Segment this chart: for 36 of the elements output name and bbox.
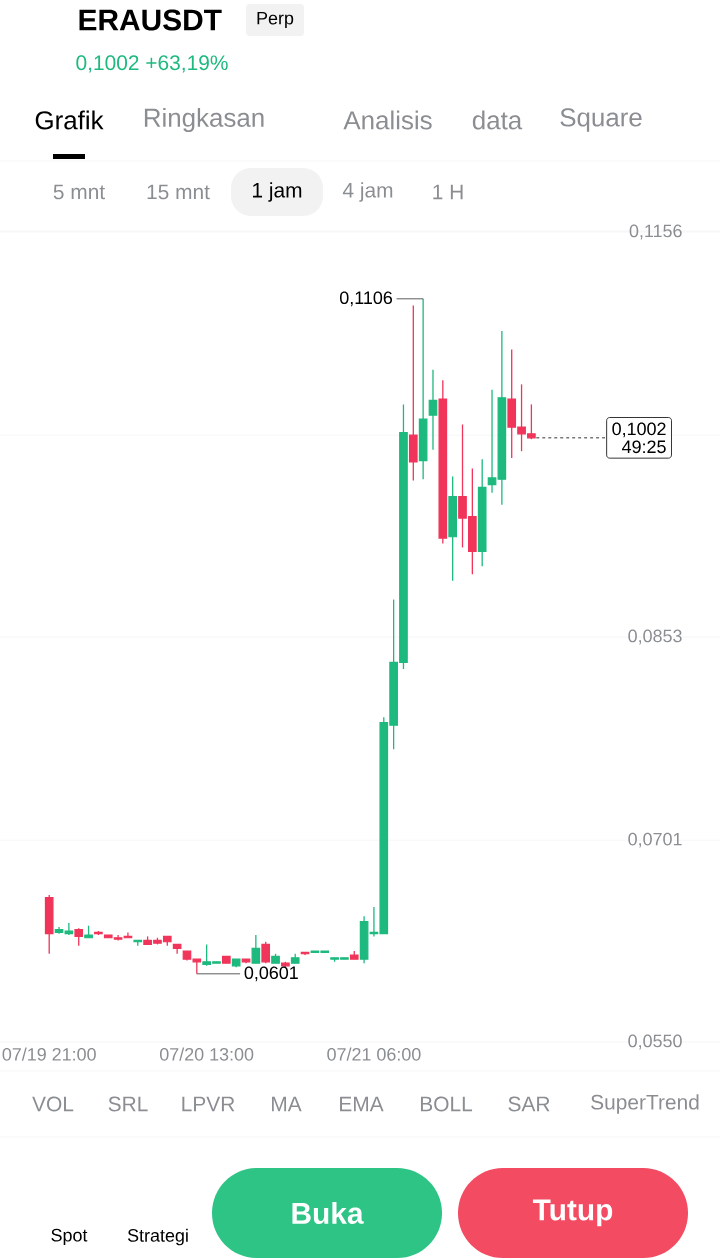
annotation: 49:25 <box>622 440 666 454</box>
text: Square <box>560 108 642 132</box>
text: VOL <box>32 1096 74 1112</box>
text: EMA <box>340 1096 384 1112</box>
y-tick-label: 0,0853 <box>628 629 682 645</box>
text: SRL <box>108 1096 148 1112</box>
text: Tutup <box>532 1199 613 1227</box>
text: 5 mnt <box>53 184 105 200</box>
text: Grafik <box>35 110 104 130</box>
text: SAR <box>508 1096 550 1112</box>
text: Strategi <box>127 1228 188 1246</box>
text: LPVR <box>182 1096 235 1112</box>
chart-subtitle: 0,1002 +63,19% <box>76 55 228 73</box>
y-tick-label: 0,0701 <box>628 832 682 848</box>
text: Spot <box>51 1228 88 1246</box>
text: Analisis <box>343 110 432 130</box>
annotation: 0,0601 <box>244 966 298 982</box>
chart-title: ERAUSDT <box>79 9 222 31</box>
x-tick-label: 07/21 06:00 <box>327 1047 421 1061</box>
text: BOLL <box>420 1096 473 1112</box>
x-tick-label: 07/19 21:00 <box>2 1047 96 1061</box>
text: Buka <box>292 1202 364 1224</box>
text: 1 jam <box>253 182 302 202</box>
text: data <box>472 110 523 130</box>
ref-line-label: 0,1002 <box>612 422 666 438</box>
text: 4 jam <box>342 182 393 202</box>
text: Perp <box>257 11 294 29</box>
annotation: 0,1106 <box>339 291 393 307</box>
text: SuperTrend <box>591 1094 699 1114</box>
y-tick-label: 0,1156 <box>629 224 682 240</box>
text: MA <box>272 1096 302 1112</box>
text: 1 H <box>433 184 463 200</box>
text: 15 mnt <box>147 184 210 200</box>
x-tick-label: 07/20 13:00 <box>159 1047 254 1061</box>
text: Ringkasan <box>144 107 264 133</box>
y-tick-label: 0,0550 <box>628 1034 682 1050</box>
